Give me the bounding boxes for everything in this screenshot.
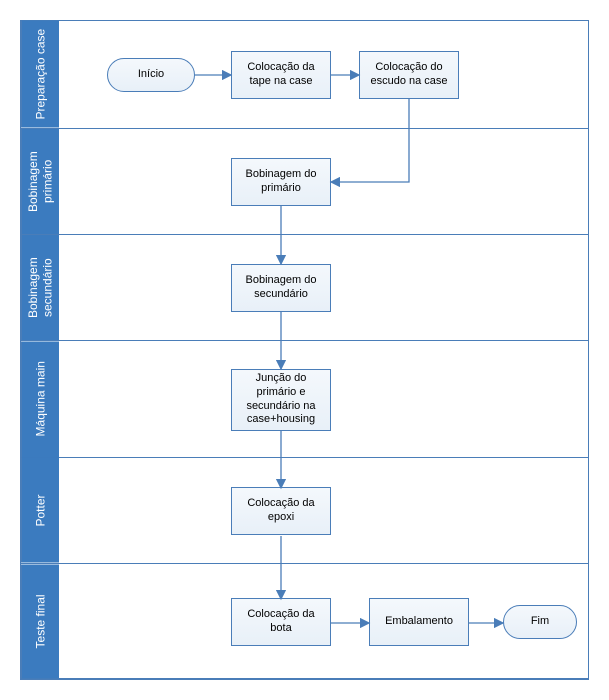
- node-juncao: Junção do primário e secundário na case+…: [231, 369, 331, 431]
- lane-secundario: Bobinagem secundário Bobinagem do secund…: [21, 235, 588, 341]
- node-bobprim: Bobinagem do primário: [231, 158, 331, 206]
- lane-content-teste: Colocação da bota Embalamento Fim: [59, 564, 588, 678]
- lane-label-main: Máquina main: [21, 341, 59, 457]
- lane-potter: Potter Colocação da epoxi: [21, 458, 588, 564]
- lane-label-prep: Preparação case: [21, 21, 59, 128]
- node-end: Fim: [503, 605, 577, 639]
- node-bobsec: Bobinagem do secundário: [231, 264, 331, 312]
- lane-content-secund: Bobinagem do secundário: [59, 235, 588, 340]
- node-epoxi: Colocação da epoxi: [231, 487, 331, 535]
- lane-content-primario: Bobinagem do primário: [59, 129, 588, 234]
- node-tape: Colocação da tape na case: [231, 51, 331, 99]
- swimlane-diagram: Preparação case Início Colocação da tape…: [20, 20, 589, 680]
- lane-label-teste: Teste final: [21, 564, 59, 678]
- lane-label-potter: Potter: [21, 458, 59, 563]
- lane-prep: Preparação case Início Colocação da tape…: [21, 21, 588, 129]
- node-escudo: Colocação do escudo na case: [359, 51, 459, 99]
- lane-content-prep: Início Colocação da tape na case Colocaç…: [59, 21, 588, 128]
- lane-content-main: Junção do primário e secundário na case+…: [59, 341, 588, 457]
- lane-main: Máquina main Junção do primário e secund…: [21, 341, 588, 458]
- node-start: Início: [107, 58, 195, 92]
- lane-primario: Bobinagem primário Bobinagem do primário: [21, 129, 588, 235]
- lane-label-secund: Bobinagem secundário: [21, 235, 59, 340]
- lane-content-potter: Colocação da epoxi: [59, 458, 588, 563]
- lane-label-primario: Bobinagem primário: [21, 129, 59, 234]
- node-embal: Embalamento: [369, 598, 469, 646]
- node-bota: Colocação da bota: [231, 598, 331, 646]
- lane-teste: Teste final Colocação da bota Embalament…: [21, 564, 588, 679]
